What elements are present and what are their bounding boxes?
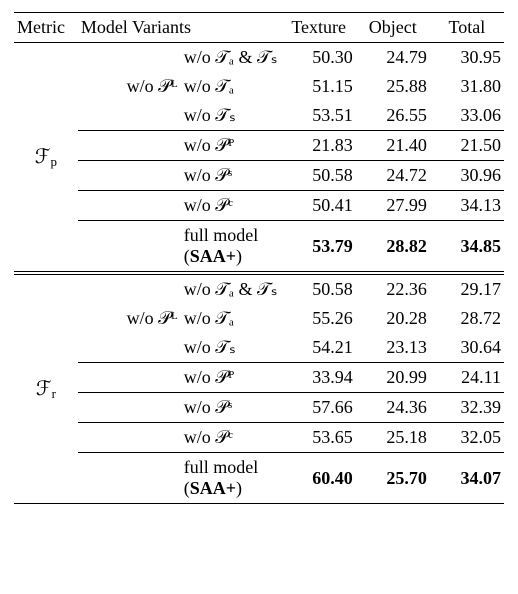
val-total: 24.11 [430, 363, 504, 393]
val-object: 28.82 [356, 221, 430, 274]
val-object: 20.99 [356, 363, 430, 393]
val-object: 22.36 [356, 273, 430, 304]
variant-lead [78, 423, 181, 453]
table-row: w/o 𝒯ₛ 53.51 26.55 33.06 [14, 101, 504, 131]
table-row: w/o 𝒫ᴾ 21.83 21.40 21.50 [14, 131, 504, 161]
val-texture: 50.58 [282, 161, 356, 191]
val-total: 34.85 [430, 221, 504, 274]
val-total: 34.13 [430, 191, 504, 221]
val-total: 30.64 [430, 333, 504, 363]
variant-tail: w/o 𝒯ₐ & 𝒯ₛ [181, 273, 282, 304]
variant-tail: w/o 𝒫ˢ [181, 161, 282, 191]
variant-lead [78, 43, 181, 73]
val-total: 31.80 [430, 72, 504, 101]
table-row: w/o 𝒫ᴾ 33.94 20.99 24.11 [14, 363, 504, 393]
col-metric: Metric [14, 13, 78, 43]
table-row: w/o 𝒫ˢ 57.66 24.36 32.39 [14, 393, 504, 423]
full-model-row: full model (SAA+) 60.40 25.70 34.07 [14, 453, 504, 504]
val-object: 24.36 [356, 393, 430, 423]
variant-tail: w/o 𝒫ᴾ [181, 363, 282, 393]
metric-fp-sub: p [51, 154, 58, 169]
val-texture: 53.51 [282, 101, 356, 131]
col-object: Object [356, 13, 430, 43]
variant-tail: w/o 𝒫ᶜ [181, 423, 282, 453]
val-object: 24.79 [356, 43, 430, 73]
val-object: 25.88 [356, 72, 430, 101]
col-variant: Model Variants [78, 13, 282, 43]
val-texture: 57.66 [282, 393, 356, 423]
val-total: 30.96 [430, 161, 504, 191]
variant-lead: w/o 𝒫ᴸ [78, 304, 181, 333]
val-total: 29.17 [430, 273, 504, 304]
val-texture: 50.58 [282, 273, 356, 304]
variant-lead [78, 273, 181, 304]
table-row: w/o 𝒫ˢ 50.58 24.72 30.96 [14, 161, 504, 191]
val-total: 34.07 [430, 453, 504, 504]
variant-tail: w/o 𝒯ₛ [181, 101, 282, 131]
val-object: 23.13 [356, 333, 430, 363]
table-row: w/o 𝒯ₛ 54.21 23.13 30.64 [14, 333, 504, 363]
val-texture: 60.40 [282, 453, 356, 504]
header-row: Metric Model Variants Texture Object Tot… [14, 13, 504, 43]
table-row: ℱr w/o 𝒯ₐ & 𝒯ₛ 50.58 22.36 29.17 [14, 273, 504, 304]
table-row: w/o 𝒫ᶜ 53.65 25.18 32.05 [14, 423, 504, 453]
col-texture: Texture [282, 13, 356, 43]
variant-lead: w/o 𝒫ᴸ [78, 72, 181, 101]
variant-tail: w/o 𝒯ₛ [181, 333, 282, 363]
variant-lead [78, 161, 181, 191]
val-texture: 50.30 [282, 43, 356, 73]
variant-lead [78, 393, 181, 423]
metric-fr: ℱr [14, 273, 78, 504]
variant-tail: w/o 𝒫ˢ [181, 393, 282, 423]
val-texture: 54.21 [282, 333, 356, 363]
val-object: 27.99 [356, 191, 430, 221]
metric-fr-sub: r [52, 386, 56, 401]
val-texture: 53.65 [282, 423, 356, 453]
variant-lead [78, 131, 181, 161]
val-texture: 50.41 [282, 191, 356, 221]
table-row: ℱp w/o 𝒯ₐ & 𝒯ₛ 50.30 24.79 30.95 [14, 43, 504, 73]
val-texture: 33.94 [282, 363, 356, 393]
full-model-label: full model (SAA+) [181, 221, 282, 274]
val-texture: 51.15 [282, 72, 356, 101]
val-object: 25.18 [356, 423, 430, 453]
variant-tail: w/o 𝒯ₐ [181, 304, 282, 333]
val-object: 25.70 [356, 453, 430, 504]
col-total: Total [430, 13, 504, 43]
val-object: 26.55 [356, 101, 430, 131]
ablation-table-container: Metric Model Variants Texture Object Tot… [0, 0, 518, 516]
val-texture: 53.79 [282, 221, 356, 274]
variant-lead [78, 453, 181, 504]
val-total: 32.05 [430, 423, 504, 453]
val-texture: 55.26 [282, 304, 356, 333]
table-row: w/o 𝒫ᴸ w/o 𝒯ₐ 55.26 20.28 28.72 [14, 304, 504, 333]
val-object: 24.72 [356, 161, 430, 191]
val-total: 32.39 [430, 393, 504, 423]
val-total: 30.95 [430, 43, 504, 73]
variant-lead [78, 363, 181, 393]
ablation-table: Metric Model Variants Texture Object Tot… [14, 12, 504, 504]
full-model-label: full model (SAA+) [181, 453, 282, 504]
val-total: 21.50 [430, 131, 504, 161]
variant-tail: w/o 𝒫ᴾ [181, 131, 282, 161]
metric-fp: ℱp [14, 43, 78, 274]
val-total: 28.72 [430, 304, 504, 333]
variant-lead [78, 333, 181, 363]
variant-tail: w/o 𝒫ᶜ [181, 191, 282, 221]
val-texture: 21.83 [282, 131, 356, 161]
val-object: 20.28 [356, 304, 430, 333]
variant-lead [78, 101, 181, 131]
table-row: w/o 𝒫ᶜ 50.41 27.99 34.13 [14, 191, 504, 221]
full-model-row: full model (SAA+) 53.79 28.82 34.85 [14, 221, 504, 274]
val-total: 33.06 [430, 101, 504, 131]
variant-lead [78, 221, 181, 274]
table-row: w/o 𝒫ᴸ w/o 𝒯ₐ 51.15 25.88 31.80 [14, 72, 504, 101]
variant-lead [78, 191, 181, 221]
val-object: 21.40 [356, 131, 430, 161]
variant-tail: w/o 𝒯ₐ [181, 72, 282, 101]
variant-tail: w/o 𝒯ₐ & 𝒯ₛ [181, 43, 282, 73]
